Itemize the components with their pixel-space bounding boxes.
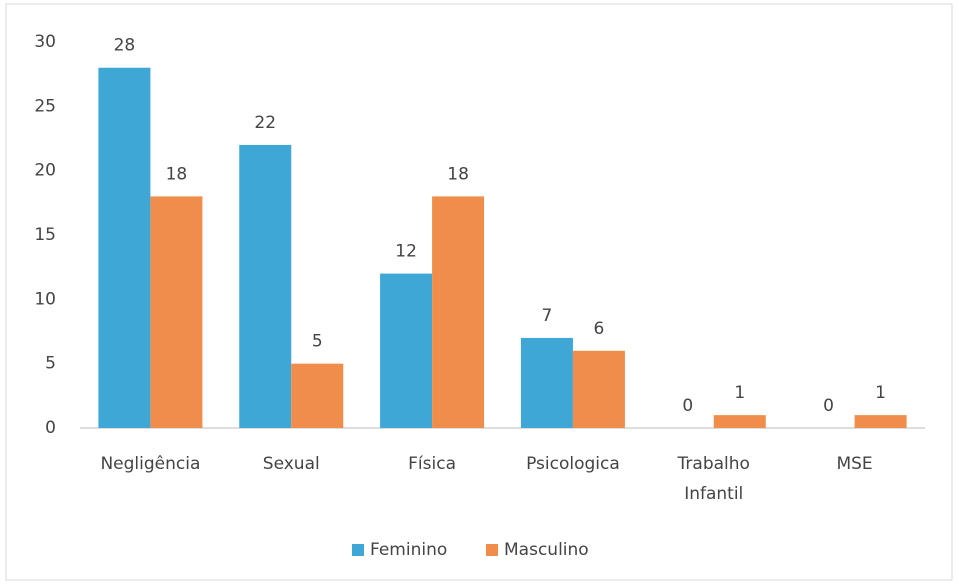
data-label: 0	[823, 396, 834, 416]
y-tick-label: 0	[45, 418, 56, 438]
x-tick-label-line: Física	[408, 454, 456, 474]
data-label: 1	[875, 383, 886, 403]
x-tick-label-line: Trabalho	[677, 454, 750, 474]
data-label: 1	[734, 383, 745, 403]
data-label: 7	[542, 306, 553, 326]
data-label: 22	[254, 113, 276, 133]
legend-label: Feminino	[370, 540, 447, 560]
x-tick-label: Sexual	[263, 454, 320, 474]
bar	[854, 415, 907, 428]
x-tick-label: MSE	[836, 454, 872, 474]
y-tick-label: 25	[34, 96, 56, 116]
y-tick-label: 5	[45, 354, 56, 374]
data-label: 12	[395, 242, 417, 262]
legend-swatch	[352, 544, 364, 556]
legend-swatch	[486, 544, 498, 556]
data-label: 18	[166, 164, 188, 184]
x-tick-label: Trabalho Infantil	[677, 454, 750, 504]
bar	[432, 196, 485, 428]
bar	[291, 363, 344, 428]
data-label: 5	[312, 332, 323, 352]
data-label: 28	[114, 36, 136, 56]
x-tick-label: Física	[408, 454, 456, 474]
x-tick-label-line: Psicologica	[526, 454, 620, 474]
legend-label: Masculino	[504, 540, 589, 560]
bar	[150, 196, 203, 428]
data-label: 6	[594, 319, 605, 339]
y-tick-label: 15	[34, 225, 56, 245]
x-tick-label-line: Negligência	[100, 454, 200, 474]
y-tick-label: 10	[34, 289, 56, 309]
bar	[380, 273, 433, 428]
y-tick-label: 20	[34, 161, 56, 181]
data-label: 18	[447, 164, 469, 184]
x-tick-label: Negligência	[100, 454, 200, 474]
bar	[520, 337, 573, 428]
y-tick-label: 30	[34, 32, 56, 52]
x-tick-label-line: Sexual	[263, 454, 320, 474]
data-label: 0	[682, 396, 693, 416]
x-tick-label-line: MSE	[836, 454, 872, 474]
x-tick-label: Psicologica	[526, 454, 620, 474]
bar	[572, 350, 625, 428]
bar	[713, 415, 766, 428]
x-tick-label-line: Infantil	[684, 484, 743, 504]
bar	[98, 67, 151, 428]
bar	[239, 144, 292, 428]
